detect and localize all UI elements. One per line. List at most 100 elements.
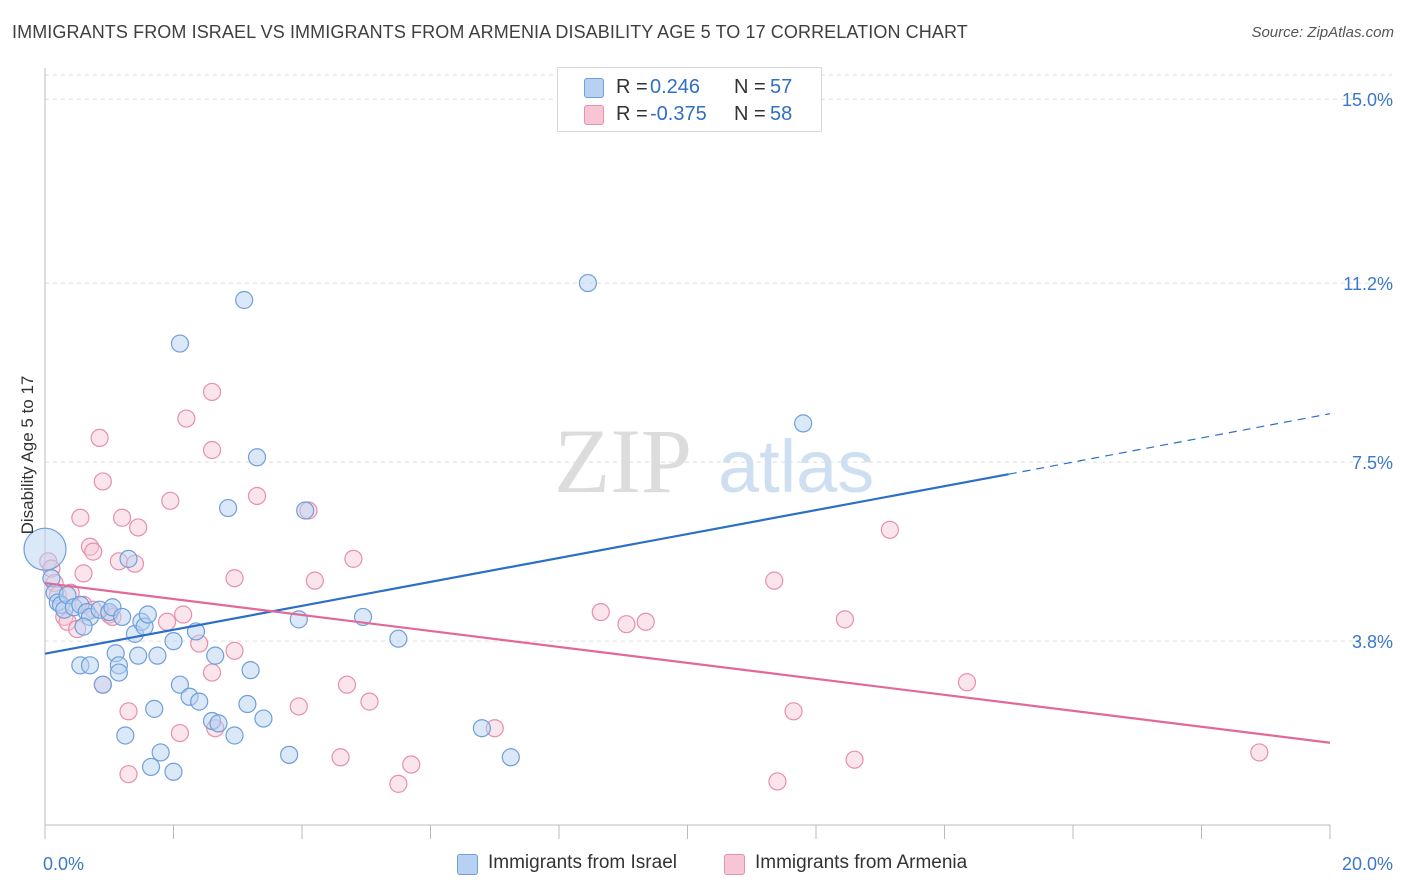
armenia-point [71, 508, 90, 527]
israel-swatch [584, 78, 604, 98]
israel-point [164, 762, 183, 781]
legend-n-label: N = [734, 103, 766, 125]
armenia-point [845, 750, 864, 769]
armenia-point [617, 615, 636, 634]
armenia-point [157, 612, 177, 631]
x-axis-tick-labels: 0.0% 20.0% [43, 854, 1393, 874]
legend-n-label: N = [734, 76, 766, 98]
israel-point [116, 726, 135, 745]
israel-point [241, 661, 260, 680]
armenia-point [636, 612, 655, 631]
israel-point [141, 757, 161, 777]
israel-point [170, 675, 190, 694]
israel-point [206, 646, 225, 665]
armenia-point [202, 663, 222, 682]
armenia-point [174, 605, 193, 624]
legend-label-armenia: Immigrants from Armenia [755, 852, 968, 873]
israel-point [170, 334, 190, 353]
armenia-point [202, 440, 222, 460]
armenia-point [591, 602, 610, 622]
stats-legend: R = 0.246 N = 57 R = -0.375 N = 58 [557, 67, 822, 132]
x-tick-label-start: 0.0% [43, 854, 84, 874]
legend-r-label: R = [616, 76, 648, 98]
armenia-point [1250, 743, 1269, 762]
israel-point [23, 527, 67, 571]
armenia-legend-swatch [724, 854, 745, 875]
y-axis-label: Disability Age 5 to 17 [18, 375, 37, 535]
armenia-point [784, 702, 803, 721]
armenia-point [360, 692, 379, 711]
armenia-point [305, 571, 324, 590]
israel-point [209, 714, 228, 733]
armenia-trend-line [44, 581, 1331, 744]
legend-label-israel: Immigrants from Israel [488, 852, 677, 873]
armenia-point [247, 486, 267, 506]
israel-point [119, 549, 138, 568]
israel-points [23, 273, 813, 781]
israel-point [794, 414, 813, 433]
armenia-point [331, 748, 350, 767]
watermark-zip: ZIP [554, 410, 692, 512]
israel-point [472, 719, 491, 738]
israel-point [164, 632, 183, 651]
armenia-point [225, 569, 244, 588]
legend-r-value: 0.246 [650, 76, 701, 98]
armenia-point [170, 723, 190, 743]
israel-point [112, 607, 132, 627]
legend-n-value: 57 [770, 76, 793, 98]
armenia-point [289, 697, 308, 716]
armenia-point [768, 772, 787, 791]
x-tick-label-end: 20.0% [1342, 854, 1393, 874]
israel-point [280, 745, 299, 764]
armenia-point [402, 755, 421, 774]
armenia-swatch [584, 105, 604, 125]
armenia-point [957, 673, 977, 692]
israel-point [129, 646, 148, 665]
legend-n-value: 58 [770, 103, 793, 125]
armenia-point [880, 520, 899, 539]
armenia-point [112, 508, 132, 527]
israel-point [501, 748, 520, 767]
israel-point [145, 699, 164, 718]
armenia-point [344, 549, 363, 568]
source-label: Source: ZipAtlas.com [1251, 24, 1394, 41]
y-axis-tick-labels: 3.8% 7.5% 11.2% 15.0% [1342, 90, 1393, 652]
israel-point [578, 273, 598, 293]
trend-lines [44, 413, 1331, 744]
israel-point [74, 617, 93, 636]
armenia-point [389, 774, 408, 793]
israel-point [235, 290, 254, 310]
armenia-point [202, 382, 222, 402]
armenia-point [225, 641, 244, 660]
legend-r-value: -0.375 [650, 103, 707, 125]
y-tick-label: 11.2% [1343, 274, 1393, 294]
armenia-point [84, 542, 103, 561]
armenia-point [80, 537, 100, 556]
legend-r-label: R = [616, 103, 648, 125]
israel-point [151, 743, 170, 762]
israel-point [190, 692, 209, 711]
israel-point [148, 646, 167, 665]
israel-point [225, 726, 244, 745]
armenia-point [337, 675, 357, 694]
armenia-point [119, 702, 138, 721]
armenia-point [161, 491, 180, 510]
israel-point [138, 605, 157, 624]
y-tick-label: 3.8% [1352, 632, 1393, 652]
israel-trend-extension [1008, 413, 1331, 475]
x-axis-ticks [44, 825, 1331, 839]
chart-title: IMMIGRANTS FROM ISRAEL VS IMMIGRANTS FRO… [12, 22, 968, 42]
israel-point [389, 629, 408, 648]
watermark-atlas: atlas [718, 425, 874, 508]
israel-point [296, 501, 315, 520]
israel-point [219, 498, 238, 518]
armenia-point [129, 518, 148, 537]
y-tick-label: 7.5% [1352, 453, 1393, 473]
israel-point [254, 709, 273, 728]
armenia-point [835, 610, 855, 629]
israel-trend-line [44, 473, 1009, 655]
armenia-point [74, 564, 93, 583]
y-tick-label: 15.0% [1342, 90, 1393, 110]
israel-legend-swatch [457, 854, 478, 875]
israel-point [109, 663, 128, 682]
